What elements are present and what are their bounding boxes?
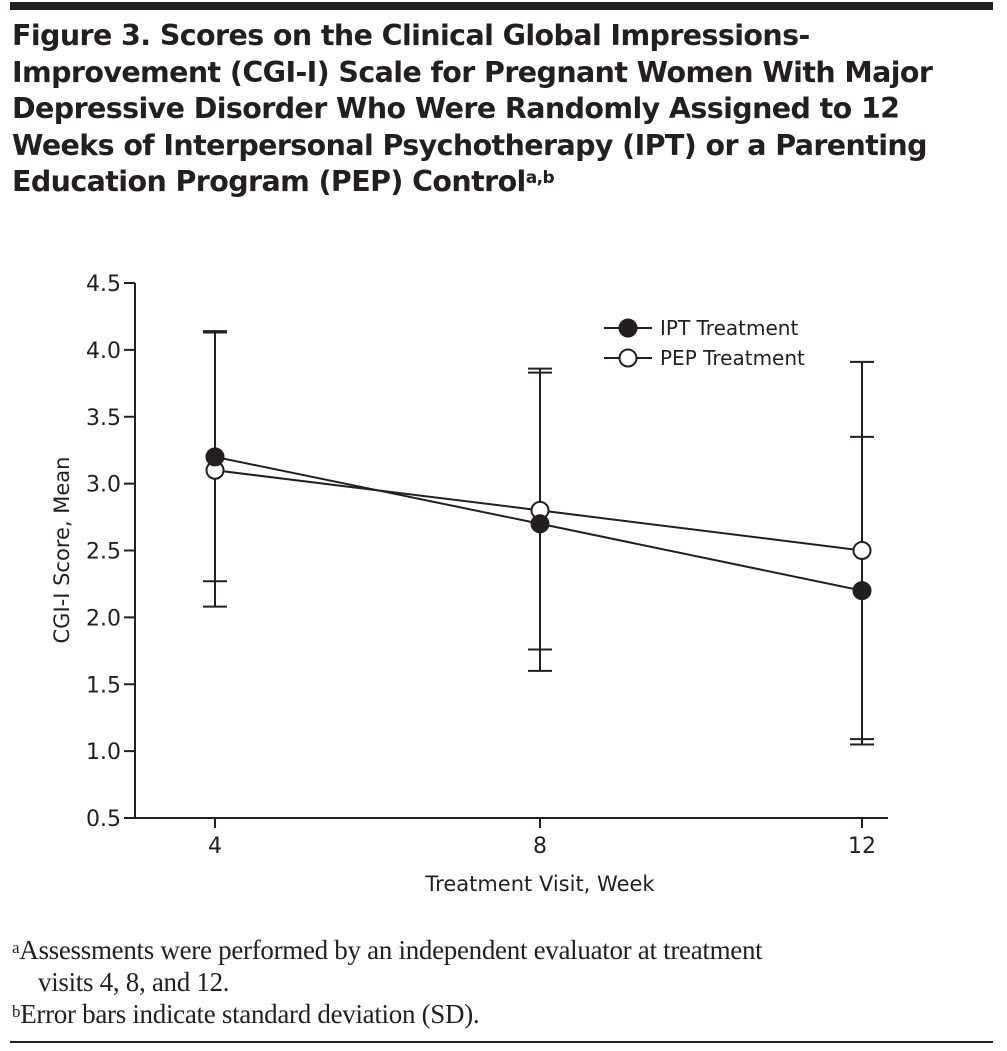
top-rule (10, 2, 993, 10)
y-tick-label: 4.5 (86, 272, 121, 297)
error-bars (203, 330, 874, 746)
y-tick-label: 2.5 (86, 540, 121, 565)
bottom-rule (10, 1041, 993, 1043)
title-line: Figure 3. Scores on the Clinical Global … (12, 19, 810, 52)
footnote-b: bError bars indicate standard deviation … (12, 998, 480, 1030)
legend-marker (618, 348, 638, 368)
x-tick-label: 12 (848, 834, 876, 859)
data-point-ipt (852, 581, 872, 601)
title-superscript: a,b (525, 168, 555, 188)
figure-title: Figure 3. Scores on the Clinical Global … (12, 18, 992, 201)
footnote-marker: a (12, 938, 20, 957)
y-tick-label: 3.0 (86, 473, 121, 498)
y-tick-label: 4.0 (86, 339, 121, 364)
y-tick-label: 0.5 (86, 807, 121, 832)
title-line-text: Education Program (PEP) Control (12, 165, 526, 198)
footnote-a: aAssessments were performed by an indepe… (12, 934, 763, 966)
x-tick-label: 4 (208, 834, 222, 859)
line-chart: 0.5 1.0 1.5 2.0 2.5 3.0 3.5 4.0 4.5 4 8 12 IPT Trea… (50, 272, 888, 896)
title-line: Improvement (CGI-I) Scale for Pregnant W… (12, 55, 933, 89)
x-tick-label: 8 (533, 834, 547, 859)
y-axis-label: CGI-I Score, Mean (50, 457, 74, 644)
title-line: Depressive Disorder Who Were Randomly As… (12, 92, 900, 125)
legend-label: IPT Treatment (660, 316, 798, 340)
data-point-pep (852, 541, 872, 560)
footnote-marker: b (12, 1002, 21, 1021)
data-point-ipt (530, 514, 550, 534)
y-tick-label: 2.0 (86, 606, 121, 631)
y-tick-label: 1.5 (86, 673, 121, 698)
y-tick-label: 3.5 (86, 406, 121, 431)
title-line: Weeks of Interpersonal Psychotherapy (IP… (12, 128, 928, 162)
legend-label: PEP Treatment (660, 346, 805, 370)
series-markers (205, 447, 872, 601)
y-tick-label: 1.0 (86, 740, 121, 765)
legend-marker (618, 318, 638, 338)
title-line: Education Program (PEP) Controla,b (12, 164, 992, 201)
footnote-text: Error bars indicate standard deviation (… (20, 999, 480, 1029)
x-axis-label: Treatment Visit, Week (424, 872, 655, 896)
axes: 0.5 1.0 1.5 2.0 2.5 3.0 3.5 4.0 4.5 4 8 12 (86, 272, 888, 859)
data-point-ipt (205, 447, 225, 467)
footnote-a-continuation: visits 4, 8, and 12. (38, 967, 230, 997)
footnote-text: Assessments were performed by an indepen… (19, 935, 763, 965)
legend: IPT Treatment PEP Treatment (604, 316, 805, 370)
